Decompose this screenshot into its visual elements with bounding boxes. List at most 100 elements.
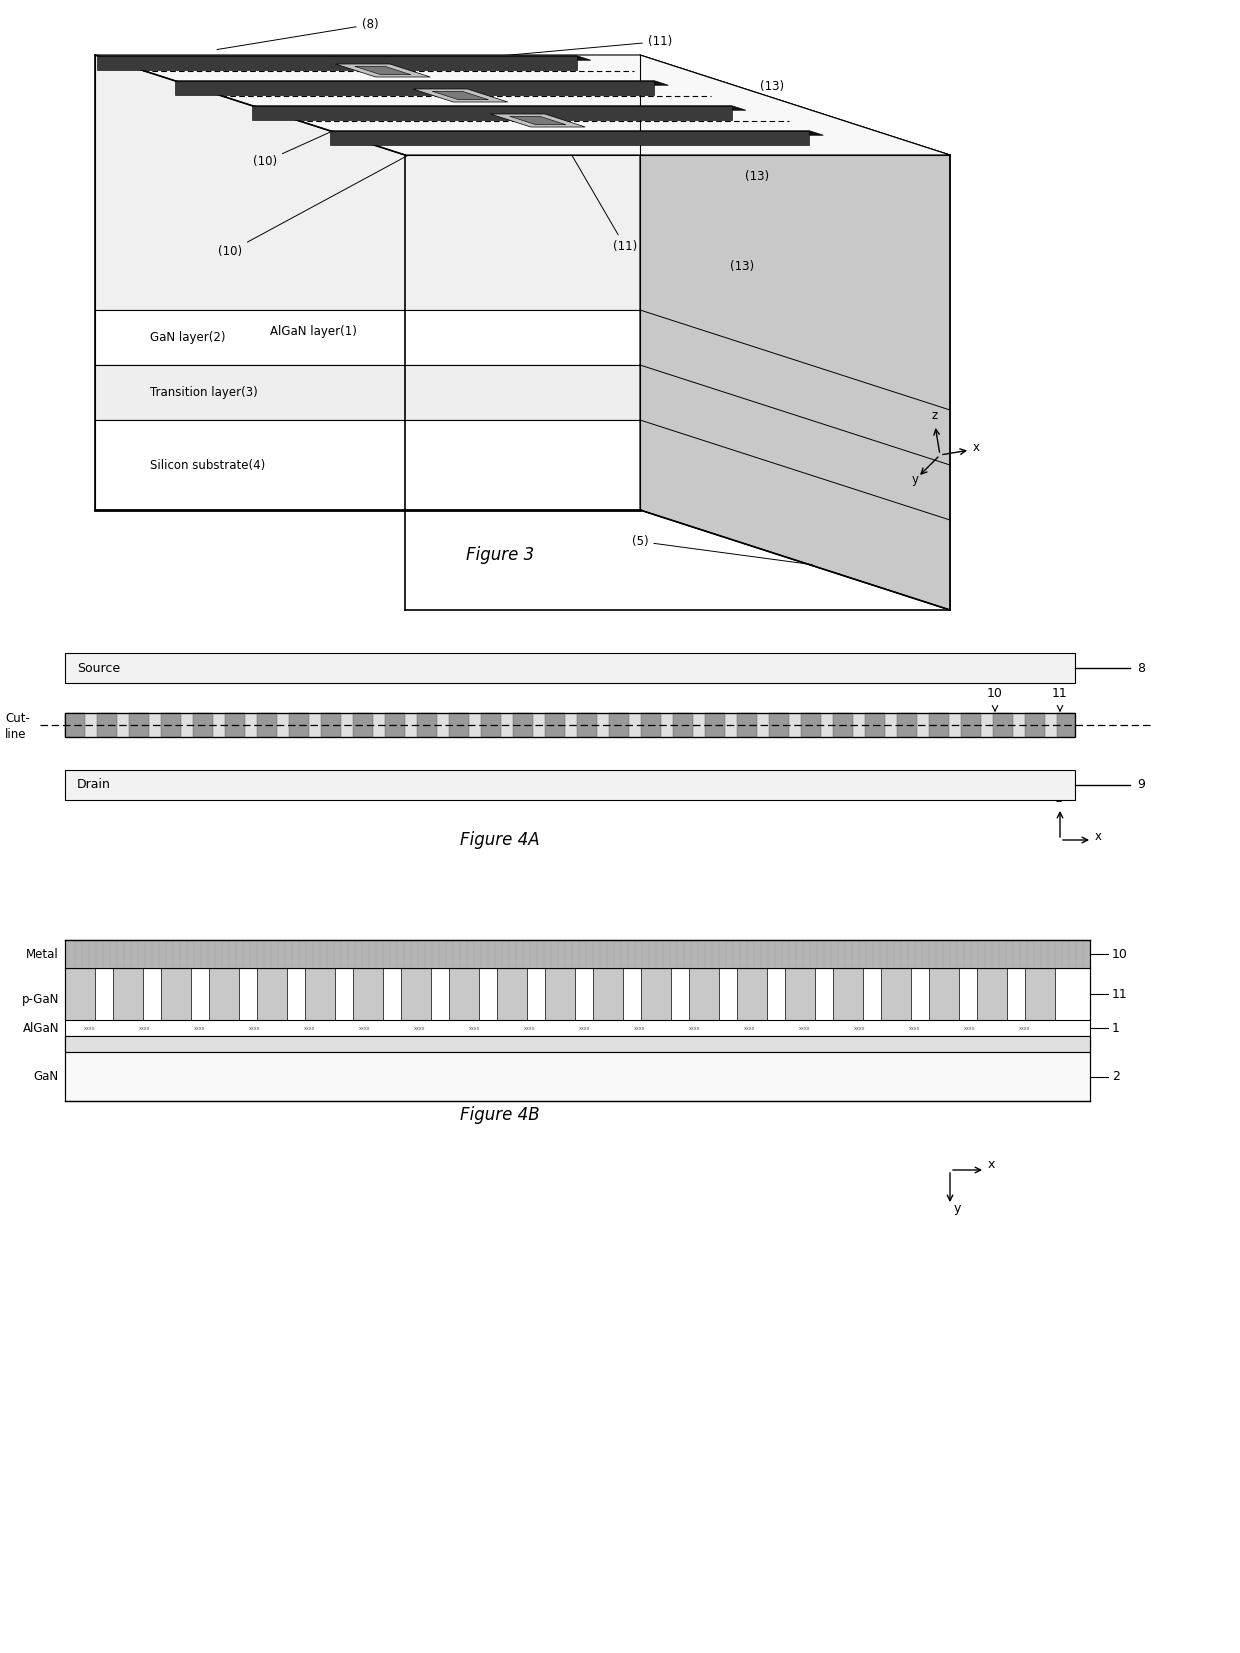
Text: Figure 4A: Figure 4A xyxy=(460,831,539,850)
Bar xyxy=(880,969,911,1020)
Text: Drain: Drain xyxy=(77,779,110,792)
Bar xyxy=(1056,712,1075,737)
Polygon shape xyxy=(336,64,430,78)
Bar xyxy=(961,712,981,737)
Bar xyxy=(993,712,1013,737)
Text: x: x xyxy=(988,1159,996,1170)
Text: 1: 1 xyxy=(1112,1022,1120,1035)
Bar xyxy=(95,55,640,311)
Polygon shape xyxy=(355,66,410,74)
Bar xyxy=(641,969,671,1020)
Text: (11): (11) xyxy=(551,117,637,253)
Bar xyxy=(417,712,436,737)
Text: 10: 10 xyxy=(1112,947,1128,960)
Bar xyxy=(224,712,246,737)
Text: xxxx: xxxx xyxy=(579,1025,590,1030)
Text: Cut-: Cut- xyxy=(5,711,30,724)
Bar xyxy=(193,712,213,737)
Text: xxxx: xxxx xyxy=(800,1025,811,1030)
Bar xyxy=(257,969,286,1020)
Bar xyxy=(161,969,191,1020)
Text: xxxx: xxxx xyxy=(634,1025,646,1030)
Bar xyxy=(257,712,277,737)
Bar xyxy=(210,969,239,1020)
Bar xyxy=(64,712,1075,737)
Text: xxxx: xxxx xyxy=(965,1025,976,1030)
Bar xyxy=(929,969,959,1020)
Bar xyxy=(64,770,1075,800)
Polygon shape xyxy=(330,131,823,136)
Bar xyxy=(706,712,725,737)
Bar xyxy=(64,969,1090,1020)
Bar xyxy=(353,712,373,737)
Text: xxxx: xxxx xyxy=(469,1025,481,1030)
Text: xxxx: xxxx xyxy=(525,1025,536,1030)
Text: GaN: GaN xyxy=(33,1069,60,1083)
Bar xyxy=(449,712,469,737)
Text: AlGaN: AlGaN xyxy=(22,1022,60,1035)
Polygon shape xyxy=(640,55,950,610)
Bar xyxy=(64,1036,1090,1101)
Bar xyxy=(95,420,640,511)
Text: (10): (10) xyxy=(218,122,470,258)
Text: Silicon substrate(4): Silicon substrate(4) xyxy=(150,458,265,471)
Polygon shape xyxy=(491,114,585,127)
Text: (13): (13) xyxy=(730,260,754,273)
Text: (5): (5) xyxy=(631,536,812,565)
Text: Metal: Metal xyxy=(26,947,60,960)
Polygon shape xyxy=(95,55,950,155)
Bar xyxy=(577,712,596,737)
Bar xyxy=(64,712,86,737)
Bar xyxy=(401,969,432,1020)
Text: Transition layer(3): Transition layer(3) xyxy=(150,387,258,398)
Text: x: x xyxy=(973,441,980,455)
Bar xyxy=(609,712,629,737)
Bar xyxy=(95,365,640,420)
Bar xyxy=(737,712,756,737)
Text: (10): (10) xyxy=(293,68,347,81)
Text: p-GaN: p-GaN xyxy=(21,993,60,1007)
Text: Figure 4B: Figure 4B xyxy=(460,1106,539,1124)
Bar xyxy=(95,311,640,365)
Text: line: line xyxy=(5,727,26,741)
Bar xyxy=(305,969,335,1020)
Bar xyxy=(64,969,95,1020)
Bar xyxy=(384,712,405,737)
Polygon shape xyxy=(433,91,489,99)
Bar xyxy=(866,712,885,737)
Polygon shape xyxy=(175,81,655,94)
Polygon shape xyxy=(252,106,746,111)
Bar xyxy=(64,653,1075,683)
Text: (10): (10) xyxy=(253,96,409,169)
Text: xxxx: xxxx xyxy=(414,1025,425,1030)
Text: 2: 2 xyxy=(1112,1069,1120,1083)
Text: Figure 3: Figure 3 xyxy=(466,545,534,564)
Text: (11): (11) xyxy=(474,91,657,159)
Bar xyxy=(113,969,143,1020)
Bar xyxy=(769,712,789,737)
Bar xyxy=(161,712,181,737)
Text: xxxx: xxxx xyxy=(304,1025,316,1030)
Bar xyxy=(321,712,341,737)
Bar xyxy=(641,712,661,737)
Bar xyxy=(129,712,149,737)
Text: GaN layer(2): GaN layer(2) xyxy=(150,331,226,344)
Text: (11): (11) xyxy=(397,35,672,64)
Bar xyxy=(785,969,815,1020)
Bar xyxy=(449,969,479,1020)
Bar xyxy=(833,712,853,737)
Polygon shape xyxy=(413,89,507,102)
Polygon shape xyxy=(97,56,591,60)
Text: 9: 9 xyxy=(1137,779,1145,792)
Bar xyxy=(897,712,918,737)
Text: x: x xyxy=(1095,830,1102,843)
Text: xxxx: xxxx xyxy=(909,1025,921,1030)
Text: AlGaN layer(1): AlGaN layer(1) xyxy=(270,326,357,337)
Bar xyxy=(97,712,117,737)
Text: xxxx: xxxx xyxy=(249,1025,260,1030)
Bar xyxy=(1025,712,1045,737)
Bar xyxy=(977,969,1007,1020)
Bar xyxy=(689,969,719,1020)
Bar xyxy=(593,969,622,1020)
Text: xxxx: xxxx xyxy=(195,1025,206,1030)
